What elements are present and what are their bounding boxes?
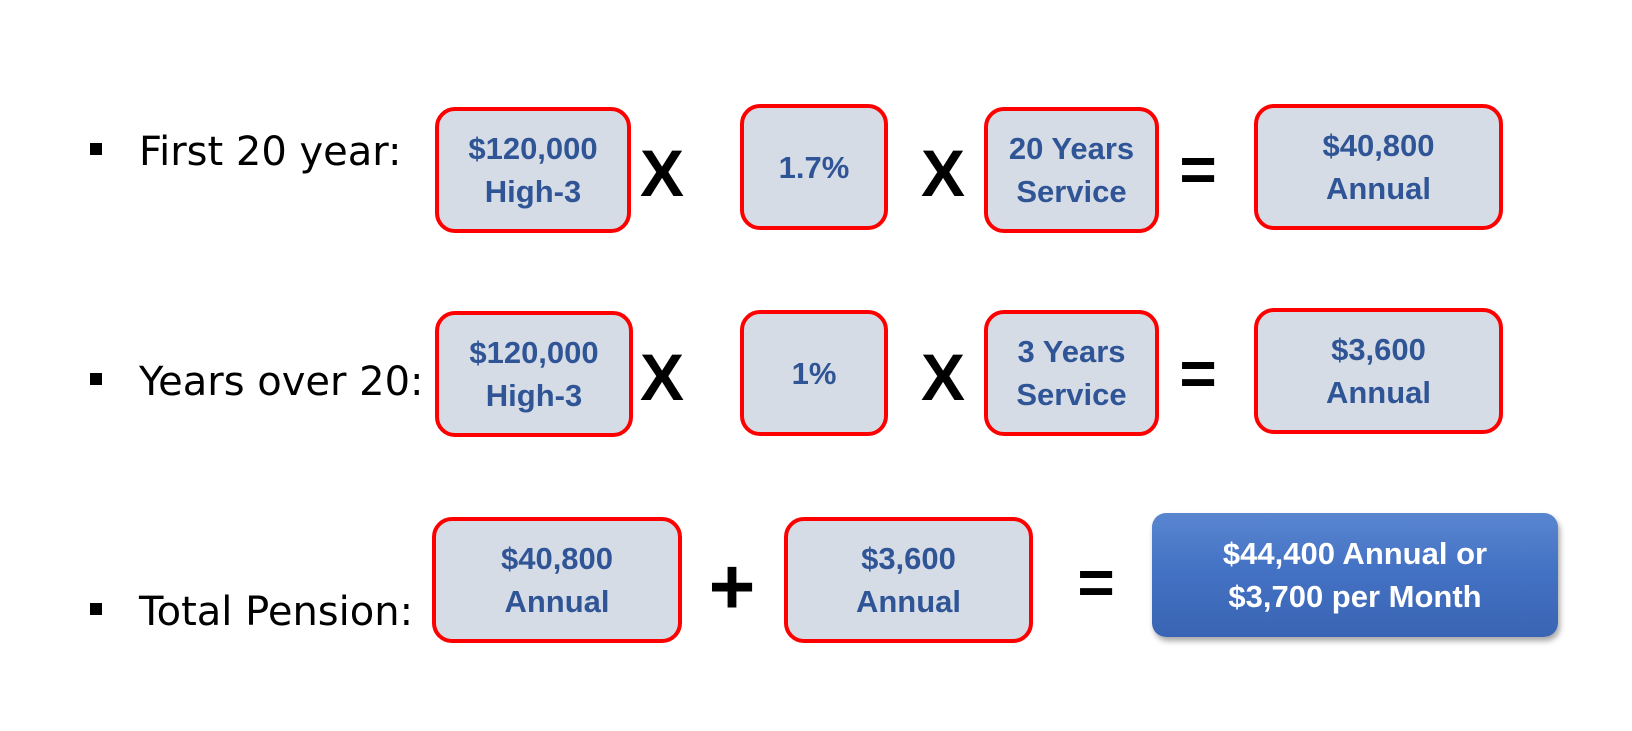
total-first-box: $40,800 Annual xyxy=(432,517,682,643)
result-box: $3,600 Annual xyxy=(1254,308,1503,434)
multiply-sign: X xyxy=(639,340,685,414)
rate-box: 1.7% xyxy=(740,104,888,230)
bullet-icon xyxy=(90,373,102,385)
high3-box: $120,000 High-3 xyxy=(435,107,631,233)
equals-sign: = xyxy=(1179,337,1217,409)
service-caption: Service xyxy=(1016,377,1127,412)
rate-box: 1% xyxy=(740,310,888,436)
total-second-amount: $3,600 xyxy=(861,541,956,576)
total-annual-text: $44,400 Annual or xyxy=(1222,536,1488,571)
result-amount: $40,800 xyxy=(1322,128,1435,163)
bullet-icon xyxy=(90,603,102,615)
multiply-sign: X xyxy=(639,136,685,210)
total-pension-result: $44,400 Annual or $3,700 per Month xyxy=(1152,513,1558,637)
high3-caption: High-3 xyxy=(485,378,583,413)
result-amount: $3,600 xyxy=(1331,332,1426,367)
service-box: 3 Years Service xyxy=(984,310,1159,436)
row-label-years-over-20: Years over 20: xyxy=(139,359,424,405)
total-second-box: $3,600 Annual xyxy=(784,517,1033,643)
plus-sign: + xyxy=(708,542,756,631)
result-box: $40,800 Annual xyxy=(1254,104,1503,230)
high3-caption: High-3 xyxy=(484,174,582,209)
rate-value: 1% xyxy=(791,355,837,391)
equals-sign: = xyxy=(1179,133,1217,205)
rate-value: 1.7% xyxy=(778,149,850,185)
row-label-first-20: First 20 year: xyxy=(139,129,402,175)
result-caption: Annual xyxy=(1325,171,1432,206)
service-years: 3 Years xyxy=(1017,334,1126,369)
multiply-sign: X xyxy=(920,340,966,414)
bullet-icon xyxy=(90,143,102,155)
service-box: 20 Years Service xyxy=(984,107,1159,233)
total-monthly-text: $3,700 per Month xyxy=(1228,579,1482,614)
total-second-caption: Annual xyxy=(855,584,962,619)
high3-amount: $120,000 xyxy=(469,335,599,370)
equals-sign: = xyxy=(1077,546,1115,618)
result-caption: Annual xyxy=(1325,375,1432,410)
service-caption: Service xyxy=(1016,174,1127,209)
high3-box: $120,000 High-3 xyxy=(435,311,633,437)
total-first-caption: Annual xyxy=(504,584,610,619)
total-first-amount: $40,800 xyxy=(500,541,614,576)
multiply-sign: X xyxy=(920,136,966,210)
service-years: 20 Years xyxy=(1008,131,1135,166)
row-label-total-pension: Total Pension: xyxy=(139,589,414,635)
high3-amount: $120,000 xyxy=(468,131,598,166)
